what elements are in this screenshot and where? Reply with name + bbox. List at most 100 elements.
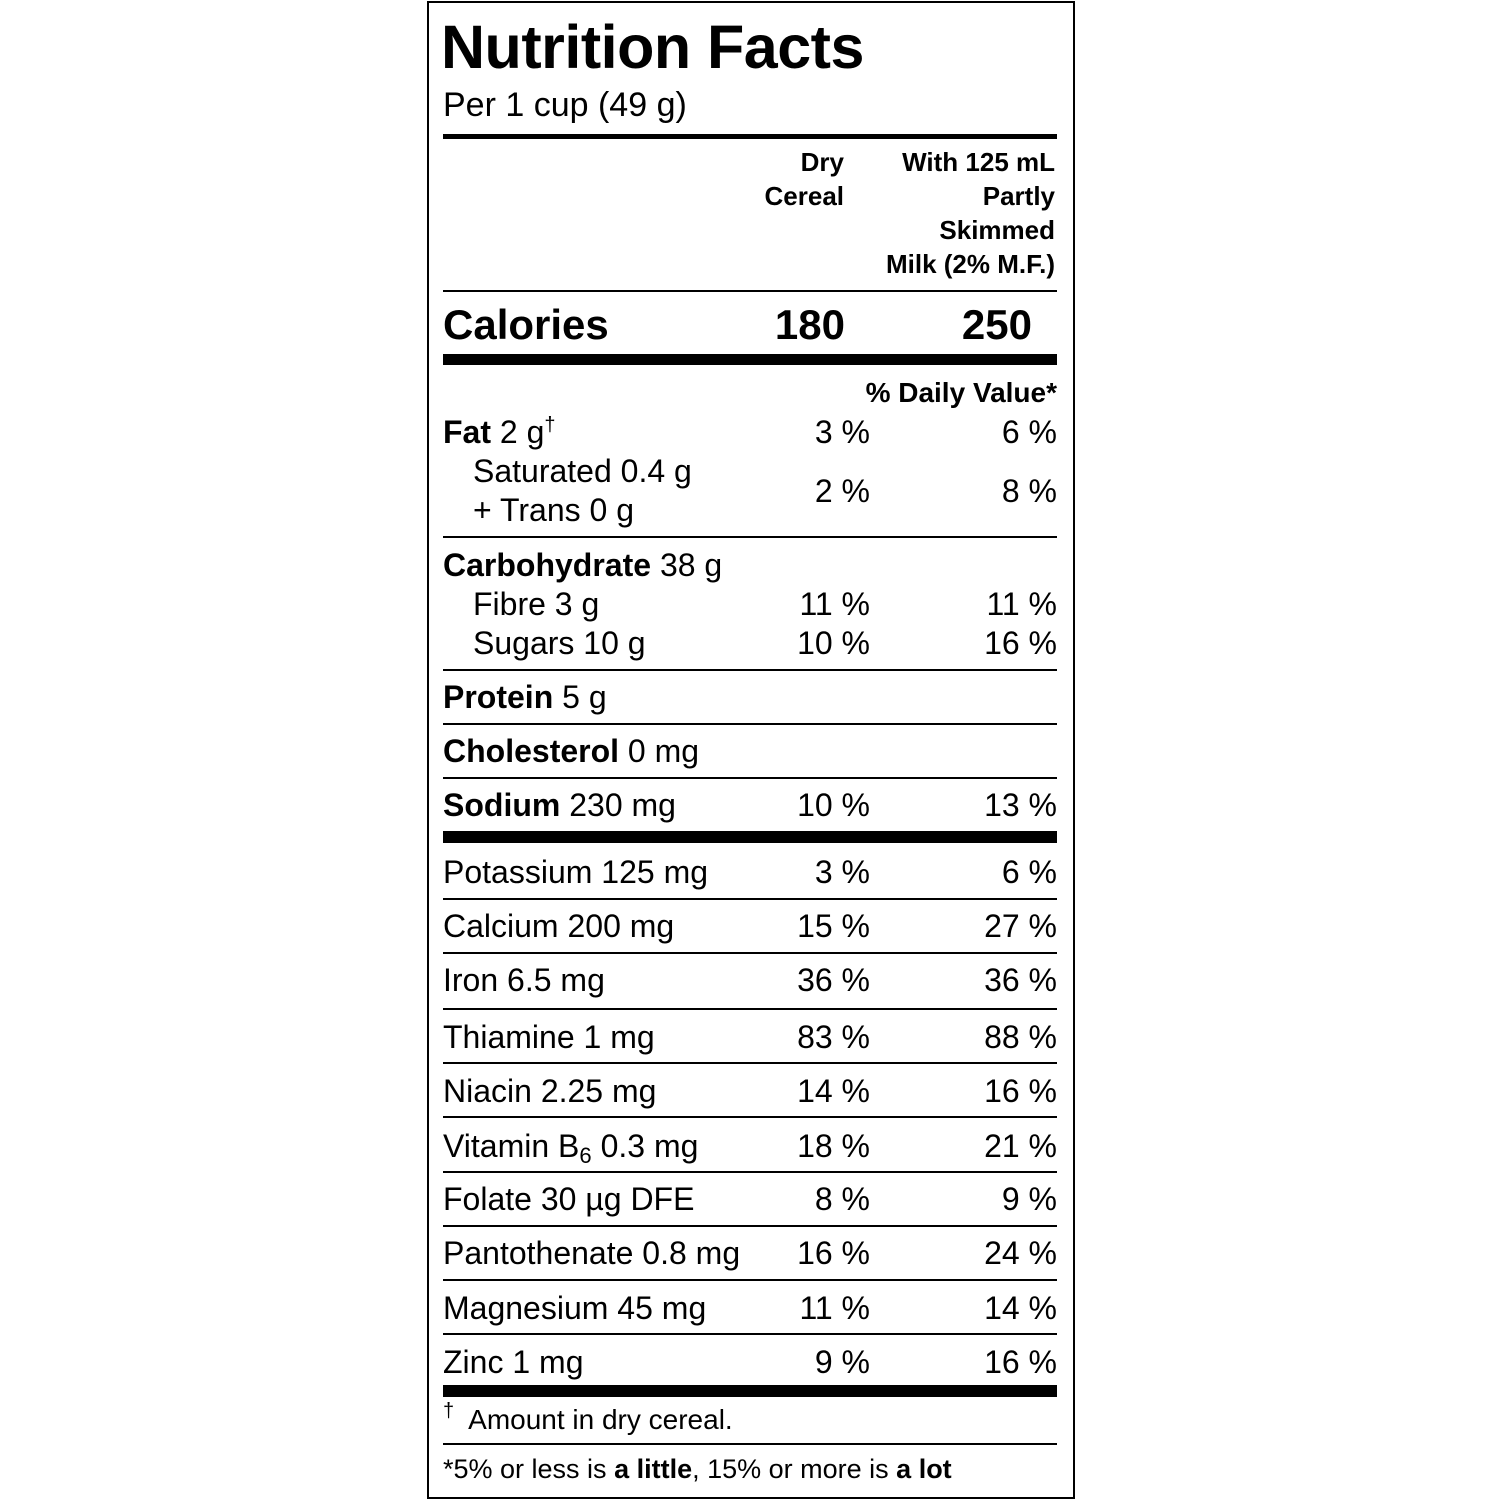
dv-milk: 16 %: [984, 1344, 1057, 1380]
nutrient-row: Thiamine 1 mg 83 % 88 %: [443, 1017, 1057, 1057]
dv-dry: 3 %: [814, 854, 870, 890]
nutrient-label: Carbohydrate 38 g: [443, 545, 722, 585]
rule: [443, 1333, 1057, 1335]
nutrient-name: Sodium: [443, 787, 561, 823]
nutrient-label: Calcium 200 mg: [443, 906, 674, 946]
rule: [443, 536, 1057, 538]
nutrient-name: Carbohydrate: [443, 547, 652, 583]
saturated-trans-values: 2 % 8 %: [443, 471, 1057, 511]
nutrient-row: Folate 30 µg DFE 8 % 9 %: [443, 1179, 1057, 1219]
serving: Per 1 cup (49 g): [443, 86, 687, 124]
dv-dry: 11 %: [799, 586, 870, 622]
nutrient-row: Pantothenate 0.8 mg 16 % 24 %: [443, 1233, 1057, 1273]
dv-milk: 11 %: [986, 586, 1057, 622]
rule: [443, 1062, 1057, 1064]
column-header-line: Dry: [800, 147, 844, 177]
footnote-mark: †: [443, 1400, 455, 1422]
nutrient-row: Zinc 1 mg 9 % 16 %: [443, 1342, 1057, 1382]
nutrient-row: Vitamin B6 0.3 mg 18 % 21 %: [443, 1126, 1057, 1167]
carbohydrate-row: Carbohydrate 38 g: [443, 545, 1057, 585]
nutrient-name: Potassium 125 mg: [443, 854, 709, 890]
nutrient-label: Thiamine 1 mg: [443, 1017, 655, 1057]
column-header-line: Cereal: [764, 181, 845, 211]
nutrient-label: Folate 30 µg DFE: [443, 1179, 694, 1219]
nutrient-amount: 0 mg: [627, 733, 700, 769]
dv-dry: 9 %: [814, 1344, 870, 1380]
fibre-row: Fibre 3 g 11 % 11 %: [443, 584, 1057, 624]
rule: [443, 354, 1057, 365]
nutrient-name: Calcium 200 mg: [443, 908, 675, 944]
dv-dry: 10 %: [797, 625, 870, 661]
nutrient-label: Potassium 125 mg: [443, 852, 708, 892]
rule: [443, 1116, 1057, 1118]
nutrient-label: Magnesium 45 mg: [443, 1288, 706, 1328]
title: Nutrition Facts: [441, 13, 864, 81]
dv-header-row: % Daily Value*: [443, 373, 1057, 413]
column-header-line: With 125 mL: [902, 147, 1055, 177]
nutrient-name: Iron 6.5 mg: [443, 962, 605, 998]
footnote-mark: †: [544, 414, 556, 436]
rule: [443, 777, 1057, 779]
dv-dry: 36 %: [797, 962, 870, 998]
column-header-line: Partly: [982, 181, 1055, 211]
legend-text: *5% or less is: [443, 1454, 615, 1484]
nutrient-name: Cholesterol: [443, 733, 620, 769]
column-header-line: Milk (2% M.F.): [885, 249, 1055, 279]
nutrient-amount: 5 g: [562, 679, 607, 715]
calories-dry: 180: [774, 301, 845, 348]
rule: [443, 134, 1057, 139]
dv-milk: 88 %: [984, 1019, 1057, 1055]
rule: [443, 1008, 1057, 1010]
dv-milk: 27 %: [984, 908, 1057, 944]
calories-milk: 250: [961, 301, 1032, 348]
footnote-text: Amount in dry cereal.: [468, 1404, 733, 1435]
nutrient-label: Zinc 1 mg: [443, 1342, 583, 1382]
nutrient-row: Iron 6.5 mg 36 % 36 %: [443, 960, 1057, 1000]
rule: [443, 898, 1057, 900]
dv-dry: 8 %: [814, 1181, 870, 1217]
legend-text: a little: [614, 1454, 693, 1484]
nutrient-label: Niacin 2.25 mg: [443, 1071, 656, 1111]
sugars-row: Sugars 10 g 10 % 16 %: [443, 623, 1057, 663]
sodium-row: Sodium 230 mg 10 % 13 %: [443, 785, 1057, 825]
rule: [443, 1279, 1057, 1281]
nutrient-row: Niacin 2.25 mg 14 % 16 %: [443, 1071, 1057, 1111]
saturated-row: Saturated 0.4 g: [443, 451, 1057, 491]
rule: [443, 1225, 1057, 1227]
nutrient-amount: 230 mg: [569, 787, 676, 823]
nutrient-label: Vitamin B6 0.3 mg: [443, 1126, 698, 1167]
rule: [443, 1171, 1057, 1173]
rule: [443, 669, 1057, 671]
dv-milk: 6 %: [1001, 854, 1057, 890]
nutrient-name: Folate 30 µg DFE: [443, 1181, 695, 1217]
nutrient-amount: 38 g: [659, 547, 723, 583]
rule: [443, 1385, 1057, 1397]
rule: [443, 1443, 1057, 1445]
label-frame: [427, 1, 1075, 1499]
legend: *5% or less is a little, 15% or more is …: [443, 1451, 952, 1487]
nutrient-amount: 2 g: [499, 414, 545, 450]
nutrient-label: Protein 5 g: [443, 677, 607, 717]
dv-dry: 83 %: [797, 1019, 870, 1055]
rule: [443, 290, 1057, 292]
dv-dry: 14 %: [797, 1073, 870, 1109]
dv-milk: 13 %: [984, 787, 1057, 823]
nutrient-label: Cholesterol 0 mg: [443, 731, 699, 771]
nutrient-label: Fibre 3 g: [473, 586, 600, 622]
nutrient-name: Niacin 2.25 mg: [443, 1073, 657, 1109]
dv-dry: 16 %: [797, 1235, 870, 1271]
dv-milk: 6 %: [1001, 414, 1057, 450]
nutrient-label: Iron 6.5 mg: [443, 960, 605, 1000]
nutrient-label: Pantothenate 0.8 mg: [443, 1233, 740, 1273]
nutrient-name: Protein: [443, 679, 554, 715]
rule: [443, 952, 1057, 954]
calories-row: Calories 180 250: [443, 300, 1057, 350]
footnote: † Amount in dry cereal.: [443, 1400, 733, 1440]
daily-value-header: % Daily Value*: [865, 377, 1057, 408]
nutrient-name: Magnesium 45 mg: [443, 1290, 707, 1326]
column-header-line: Skimmed: [939, 215, 1055, 245]
dv-dry: 3 %: [814, 414, 870, 450]
dv-milk: 8 %: [1001, 473, 1057, 509]
nutrient-row: Magnesium 45 mg 11 % 14 %: [443, 1288, 1057, 1328]
